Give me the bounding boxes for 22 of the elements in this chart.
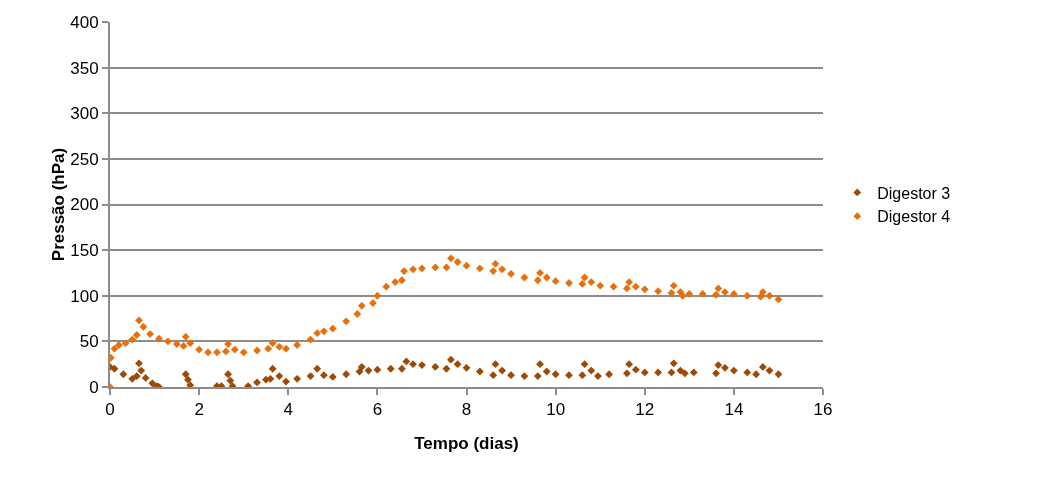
x-tick-label: 4 xyxy=(283,400,293,420)
x-tick-label: 12 xyxy=(635,400,655,420)
y-tick-label: 0 xyxy=(89,377,99,397)
x-axis-title: Tempo (dias) xyxy=(414,434,519,453)
x-tick-label: 2 xyxy=(194,400,204,420)
y-axis-title: Pressão (hPa) xyxy=(49,147,69,262)
y-tick-label: 400 xyxy=(70,12,99,32)
x-tick-label: 16 xyxy=(813,400,833,420)
y-tick-label: 200 xyxy=(70,195,99,215)
y-tick-label: 300 xyxy=(70,104,99,124)
x-tick-label: 14 xyxy=(724,400,744,420)
y-tick-label: 150 xyxy=(70,241,99,261)
x-tick-label: 6 xyxy=(372,400,383,420)
x-tick-label: 0 xyxy=(105,400,115,420)
legend-label: Digestor 3 xyxy=(877,184,951,202)
x-tick-label: 10 xyxy=(546,400,566,420)
legend-label: Digestor 4 xyxy=(877,208,951,226)
y-tick-label: 350 xyxy=(70,58,99,78)
y-tick-label: 50 xyxy=(79,332,99,352)
x-tick-label: 8 xyxy=(461,400,472,420)
y-tick-label: 250 xyxy=(70,149,99,169)
y-tick-label: 100 xyxy=(70,286,99,306)
